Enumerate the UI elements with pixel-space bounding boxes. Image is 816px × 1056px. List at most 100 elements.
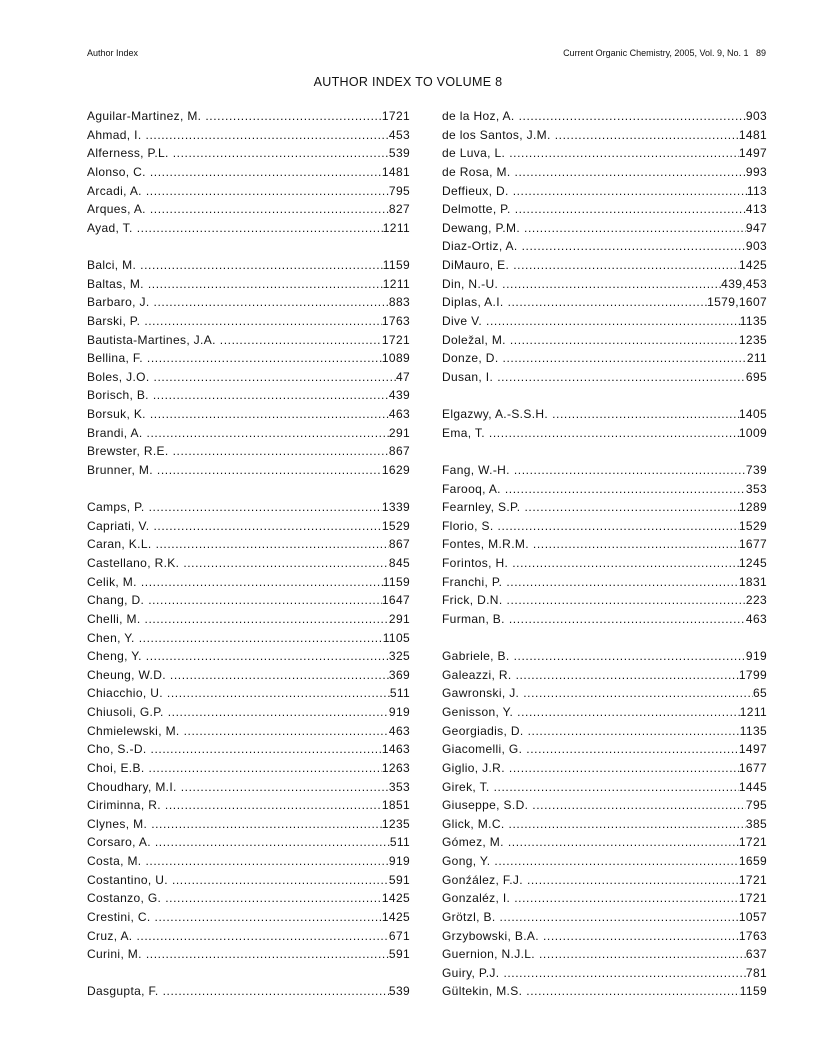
index-entry: Gonźález, F.J...........................… [442,871,767,890]
author-name: Farooq, A. [442,481,501,496]
index-entry: Bautista-Martines, J.A..................… [87,331,410,350]
page-numbers: 1445 [738,779,767,794]
dot-leader: ........................................… [140,258,383,272]
dot-leader: ........................................… [554,127,739,142]
dot-leader: ........................................… [149,407,389,421]
page-numbers: 1263 [381,760,410,775]
dot-leader: ........................................… [512,556,739,570]
author-name: Castellano, R.K. [87,556,180,570]
dot-leader: ........................................… [147,276,383,291]
dot-leader: ........................................… [507,295,708,310]
page-numbers: 113 [746,183,767,198]
index-entry: Diplas, A.I.............................… [442,293,767,312]
author-name: Costanzo, G. [87,891,162,906]
author-name: Georgiadis, D. [442,723,524,738]
index-entry: Caran, K.L..............................… [87,535,410,554]
index-entry: Florio, S...............................… [442,517,767,536]
author-name: Curini, M. [87,947,142,962]
author-name: Ahmad, I. [87,127,142,142]
index-entry: Ayad, T.................................… [87,219,410,238]
author-name: Doležal, M. [442,332,506,347]
index-entry: DiMauro, E..............................… [442,256,767,275]
dot-leader: ........................................… [148,593,382,608]
author-name: Aguilar-Martinez, M. [87,109,202,123]
index-entry: Brunner, M..............................… [87,461,410,480]
author-name: Camps, P. [87,500,145,515]
page-numbers: 453 [388,127,410,142]
author-name: Capriati, V. [87,518,150,533]
dot-leader: ........................................… [514,891,739,906]
index-entry: Barbaro, J..............................… [87,293,410,312]
dot-leader: ........................................… [148,760,382,775]
index-entry: Guiry, P.J..............................… [442,964,767,983]
page-numbers: 1159 [382,258,410,272]
index-entry: Gong, Y.................................… [442,852,767,871]
author-name: Giglio, J.R. [442,760,505,775]
page-numbers: 1721 [381,332,410,347]
author-name: Chiusoli, G.P. [87,705,164,719]
page-numbers: 511 [389,686,410,701]
blank-line [442,442,767,461]
author-name: Arques, A. [87,202,146,217]
page-numbers: 781 [745,965,767,980]
index-entry: Genisson, Y.............................… [442,703,767,722]
page-numbers: 903 [745,109,767,123]
author-name: Bautista-Martines, J.A. [87,332,216,347]
author-name: Furman, B. [442,611,505,626]
author-name: Chelli, M. [87,611,141,626]
index-entry: Castellano, R.K.........................… [87,554,410,573]
author-name: Cheung, W.D. [87,667,166,682]
index-entry: Borsuk, K...............................… [87,405,410,424]
dot-leader: ........................................… [502,351,747,366]
index-entry: Forintos, H.............................… [442,554,767,573]
dot-leader: ........................................… [513,462,746,477]
index-entry: de los Santos, J.M......................… [442,126,767,145]
author-name: Dasgupta, F. [87,984,159,999]
index-entry: Frick, D.N..............................… [442,591,767,610]
dot-leader: ........................................… [497,518,739,533]
author-name: Ema, T. [442,425,485,440]
index-entry: Ema, T..................................… [442,424,767,443]
dot-leader: ........................................… [486,313,740,328]
author-name: Gawronski, J. [442,686,520,701]
author-name: Brunner, M. [87,462,153,477]
author-name: Gültekin, M.S. [442,984,523,999]
dot-leader: ........................................… [165,891,382,906]
page-numbers: 1089 [381,351,410,366]
author-name: Deffieux, D. [442,183,509,198]
dot-leader: ........................................… [507,835,739,850]
author-name: Ayad, T. [87,220,133,235]
dot-leader: ........................................… [518,109,746,123]
page-numbers: 385 [745,816,767,831]
page-numbers: 903 [745,239,767,254]
index-entry: Chang, D................................… [87,591,410,610]
blank-line [87,480,410,499]
author-name: Guiry, P.J. [442,965,500,980]
page-numbers: 211 [746,351,767,366]
author-name: Gabriele, B. [442,649,510,664]
index-entry: Celik, M................................… [87,573,410,592]
index-entry: Ahmad, I................................… [87,126,410,145]
dot-leader: ........................................… [514,202,746,217]
index-entry: Cruz, A.................................… [87,927,410,946]
index-entry: Fang, W.-H..............................… [442,461,767,480]
index-entry: Farooq, A...............................… [442,480,767,499]
author-name: Cho, S.-D. [87,742,147,757]
dot-leader: ........................................… [494,854,739,868]
page-numbers: 1677 [738,537,767,552]
author-name: Fang, W.-H. [442,462,510,477]
index-entry: Cheung, W.D.............................… [87,666,410,685]
index-entry: Fontes, M.R.M...........................… [442,535,767,554]
author-name: Florio, S. [442,518,494,533]
author-name: Alonso, C. [87,164,146,179]
index-column-right: de la Hoz, A............................… [442,107,767,1001]
index-entry: Curini, M...............................… [87,945,410,964]
author-name: Fearnley, S.P. [442,500,521,515]
author-name: Barski, P. [87,313,141,328]
index-entry: Cheng, Y................................… [87,647,410,666]
page-numbers: 1159 [382,574,410,589]
dot-leader: ........................................… [180,779,389,794]
page-numbers: 1057 [738,909,767,924]
page-numbers: 1799 [738,667,767,682]
index-entry: Din, N.-U...............................… [442,275,767,294]
